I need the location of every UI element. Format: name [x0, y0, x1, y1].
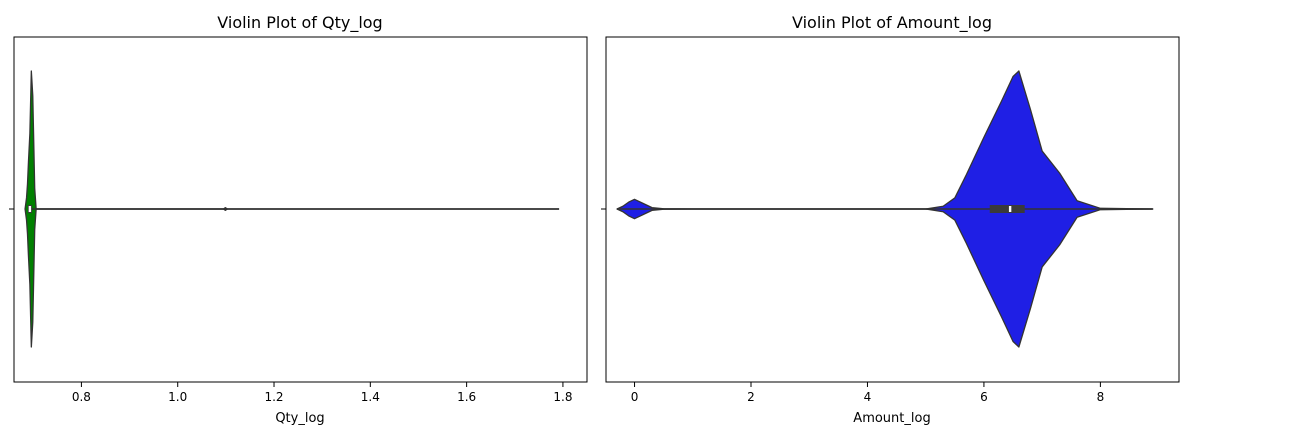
violin-median — [1008, 206, 1012, 212]
x-axis-label: Amount_log — [853, 411, 930, 426]
x-tick-label: 8 — [1097, 390, 1105, 404]
x-tick-label: 0 — [631, 390, 639, 404]
x-tick-label: 1.2 — [264, 390, 283, 404]
x-tick-label: 4 — [864, 390, 872, 404]
x-tick-label: 0.8 — [72, 390, 91, 404]
x-axis-label: Qty_log — [275, 411, 324, 426]
x-axis-ticks: 0.8 1.0 1.2 1.4 1.6 1.8 — [72, 382, 572, 404]
violin-median — [28, 206, 32, 212]
x-tick-label: 1.8 — [553, 390, 572, 404]
x-tick-label: 6 — [980, 390, 988, 404]
violin-iqr-box — [989, 205, 1025, 213]
violin-panel-amount: Violin Plot of Amount_log 0 2 4 6 8 Amount_l… — [601, 13, 1180, 426]
x-tick-label: 1.4 — [361, 390, 380, 404]
x-tick-label: 1.0 — [168, 390, 187, 404]
x-tick-label: 1.6 — [457, 390, 476, 404]
violin-panel-qty: Violin Plot of Qty_log 0.8 1.0 1.2 1.4 1.6 1.… — [9, 13, 588, 426]
chart-title: Violin Plot of Amount_log — [792, 13, 992, 33]
violin-shape-layer — [24, 70, 560, 348]
x-tick-label: 2 — [747, 390, 755, 404]
x-axis-ticks: 0 2 4 6 8 — [631, 382, 1104, 404]
chart-title: Violin Plot of Qty_log — [217, 13, 382, 33]
violin-shape-layer — [616, 70, 1154, 348]
